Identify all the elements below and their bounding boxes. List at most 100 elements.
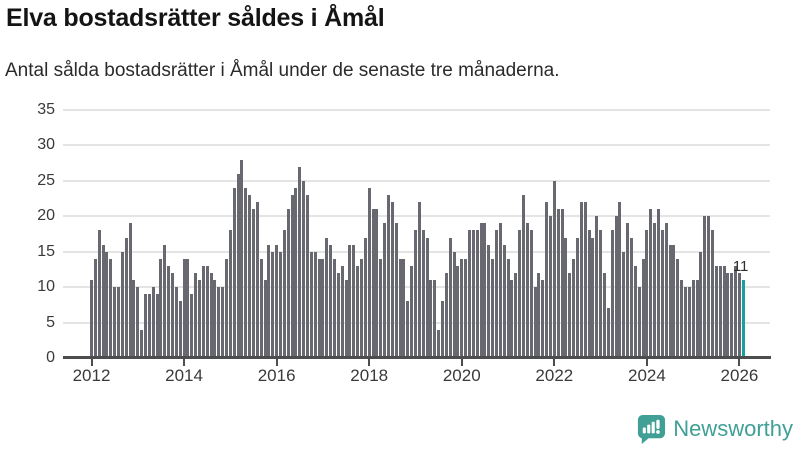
bar [429, 280, 433, 358]
bar [406, 301, 410, 358]
gridline [63, 179, 770, 182]
bar [545, 202, 549, 358]
bar [425, 237, 429, 358]
bar [205, 265, 209, 358]
bar [568, 272, 572, 358]
bar [163, 244, 167, 358]
bar [629, 237, 633, 358]
bar [668, 244, 672, 358]
bar [680, 280, 684, 358]
bar [645, 230, 649, 358]
bar [491, 258, 495, 358]
bar [332, 258, 336, 358]
bar [344, 280, 348, 358]
bar [244, 187, 248, 358]
bar [159, 258, 163, 358]
bar [649, 209, 653, 358]
bar [170, 272, 174, 358]
bar [444, 272, 448, 358]
bar [591, 237, 595, 358]
bar [637, 287, 641, 358]
bar [305, 195, 309, 358]
bar [599, 230, 603, 358]
bar [221, 287, 225, 358]
bar [321, 258, 325, 358]
bar [533, 287, 537, 358]
bar [506, 258, 510, 358]
gridline [63, 215, 770, 218]
bar [213, 280, 217, 358]
bar [572, 258, 576, 358]
y-axis-tick-label: 20 [37, 207, 55, 225]
bar [259, 258, 263, 358]
bar [236, 173, 240, 358]
gridline [63, 109, 770, 111]
bar [448, 237, 452, 358]
bar [737, 272, 741, 358]
bar [93, 258, 97, 358]
x-axis-year-label: 2022 [535, 366, 574, 385]
bar [703, 216, 707, 358]
y-axis-tick-label: 25 [37, 171, 55, 189]
bar [255, 202, 259, 358]
bar [155, 294, 159, 358]
bar [560, 209, 564, 358]
bar [267, 244, 271, 358]
bar [294, 187, 298, 358]
bar [186, 258, 190, 358]
x-axis-year-label: 2026 [720, 366, 759, 385]
x-axis-tick [183, 359, 186, 366]
y-axis-tick-label: 35 [37, 101, 55, 118]
bar [298, 166, 302, 358]
bar [251, 209, 255, 358]
bar [329, 244, 333, 358]
x-axis-tick [645, 359, 648, 366]
bar [529, 230, 533, 358]
bar [356, 265, 360, 358]
y-axis-tick-label: 5 [46, 313, 55, 331]
bar [352, 244, 356, 358]
bar [390, 202, 394, 358]
bar [348, 244, 352, 358]
bar [487, 244, 491, 358]
bar [248, 195, 252, 358]
bar [475, 230, 479, 358]
bar [101, 244, 105, 358]
bar [514, 272, 518, 358]
bar [90, 280, 93, 358]
bar [606, 308, 610, 358]
x-axis-tick [90, 359, 93, 366]
bar [595, 216, 599, 358]
bar [471, 230, 475, 358]
bar [340, 265, 344, 358]
bar [228, 230, 232, 358]
bar [660, 230, 664, 358]
bar [641, 258, 645, 358]
bar [575, 237, 579, 358]
bar [240, 159, 244, 358]
bar [676, 258, 680, 358]
bar [683, 287, 687, 358]
newsworthy-logo[interactable]: Newsworthy [635, 413, 793, 444]
bar [610, 230, 614, 358]
bar [456, 265, 460, 358]
bar [286, 209, 290, 358]
y-axis-tick-label: 15 [37, 242, 55, 260]
bar [197, 280, 201, 358]
brand-name: Newsworthy [673, 415, 793, 441]
bar [552, 180, 556, 358]
bar [464, 258, 468, 358]
y-axis-tick-label: 30 [37, 136, 55, 154]
bar [525, 223, 529, 358]
bar [147, 294, 151, 358]
bar [209, 272, 213, 358]
bar [541, 280, 545, 358]
bar [602, 272, 606, 358]
x-axis-year-label: 2014 [165, 366, 203, 385]
bar [313, 251, 317, 358]
bar [699, 251, 703, 358]
bar [143, 294, 147, 358]
bar [672, 244, 676, 358]
bar [498, 223, 502, 358]
x-axis-line [63, 356, 771, 359]
